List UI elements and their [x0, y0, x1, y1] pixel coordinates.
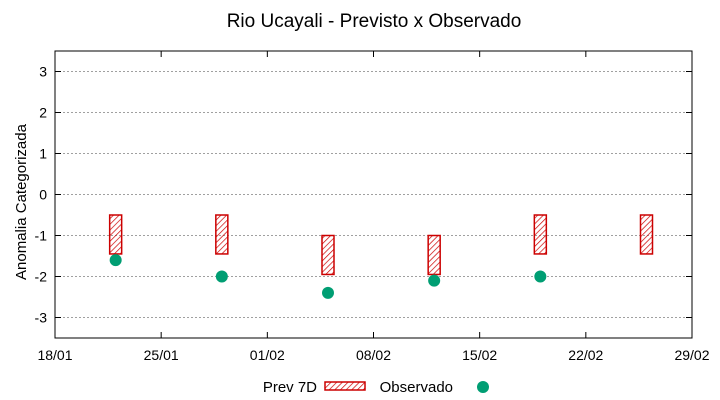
y-axis-label: Anomalia Categorizada: [13, 123, 30, 280]
forecast-box: [215, 214, 229, 255]
legend-label-prev: Prev 7D: [263, 379, 317, 396]
x-tick-label: 01/02: [250, 347, 285, 363]
forecast-box: [427, 234, 441, 276]
observed-point: [428, 274, 441, 287]
y-tick-label: 1: [39, 146, 47, 162]
observed-point: [109, 254, 122, 267]
x-tick-label: 22/02: [568, 347, 603, 363]
observed-point: [534, 270, 547, 283]
legend-swatch-prev: [324, 381, 366, 391]
forecast-box: [533, 214, 548, 255]
observed-point: [322, 286, 334, 299]
y-tick-label: -1: [35, 228, 48, 244]
forecast-box: [639, 214, 654, 255]
legend-swatch-observed: [477, 381, 489, 393]
y-tick-label: 0: [39, 187, 47, 203]
x-tick-label: 18/01: [37, 347, 72, 363]
y-tick-label: 2: [39, 105, 47, 121]
grid: [55, 71, 692, 318]
forecast-box: [321, 234, 335, 276]
x-tick-label: 25/01: [144, 347, 179, 363]
forecast-box: [108, 214, 123, 255]
axis-ticks: 3 2 1 0 -1 -2 -3 18/01 25/01 01/02 08/02 15/02 22/02…: [35, 51, 710, 363]
y-tick-label: -3: [35, 310, 48, 326]
x-tick-label: 08/02: [356, 347, 391, 363]
x-tick-label: 29/02: [674, 347, 709, 363]
legend-label-observed: Observado: [380, 379, 453, 396]
x-tick-label: 15/02: [462, 347, 497, 363]
chart-title: Rio Ucayali - Previsto x Observado: [227, 11, 522, 32]
y-tick-label: 3: [39, 64, 47, 80]
y-tick-label: -2: [35, 269, 48, 285]
observed-point: [215, 270, 228, 283]
data-marks: [108, 214, 654, 299]
legend: Prev 7D Observado: [263, 379, 489, 396]
